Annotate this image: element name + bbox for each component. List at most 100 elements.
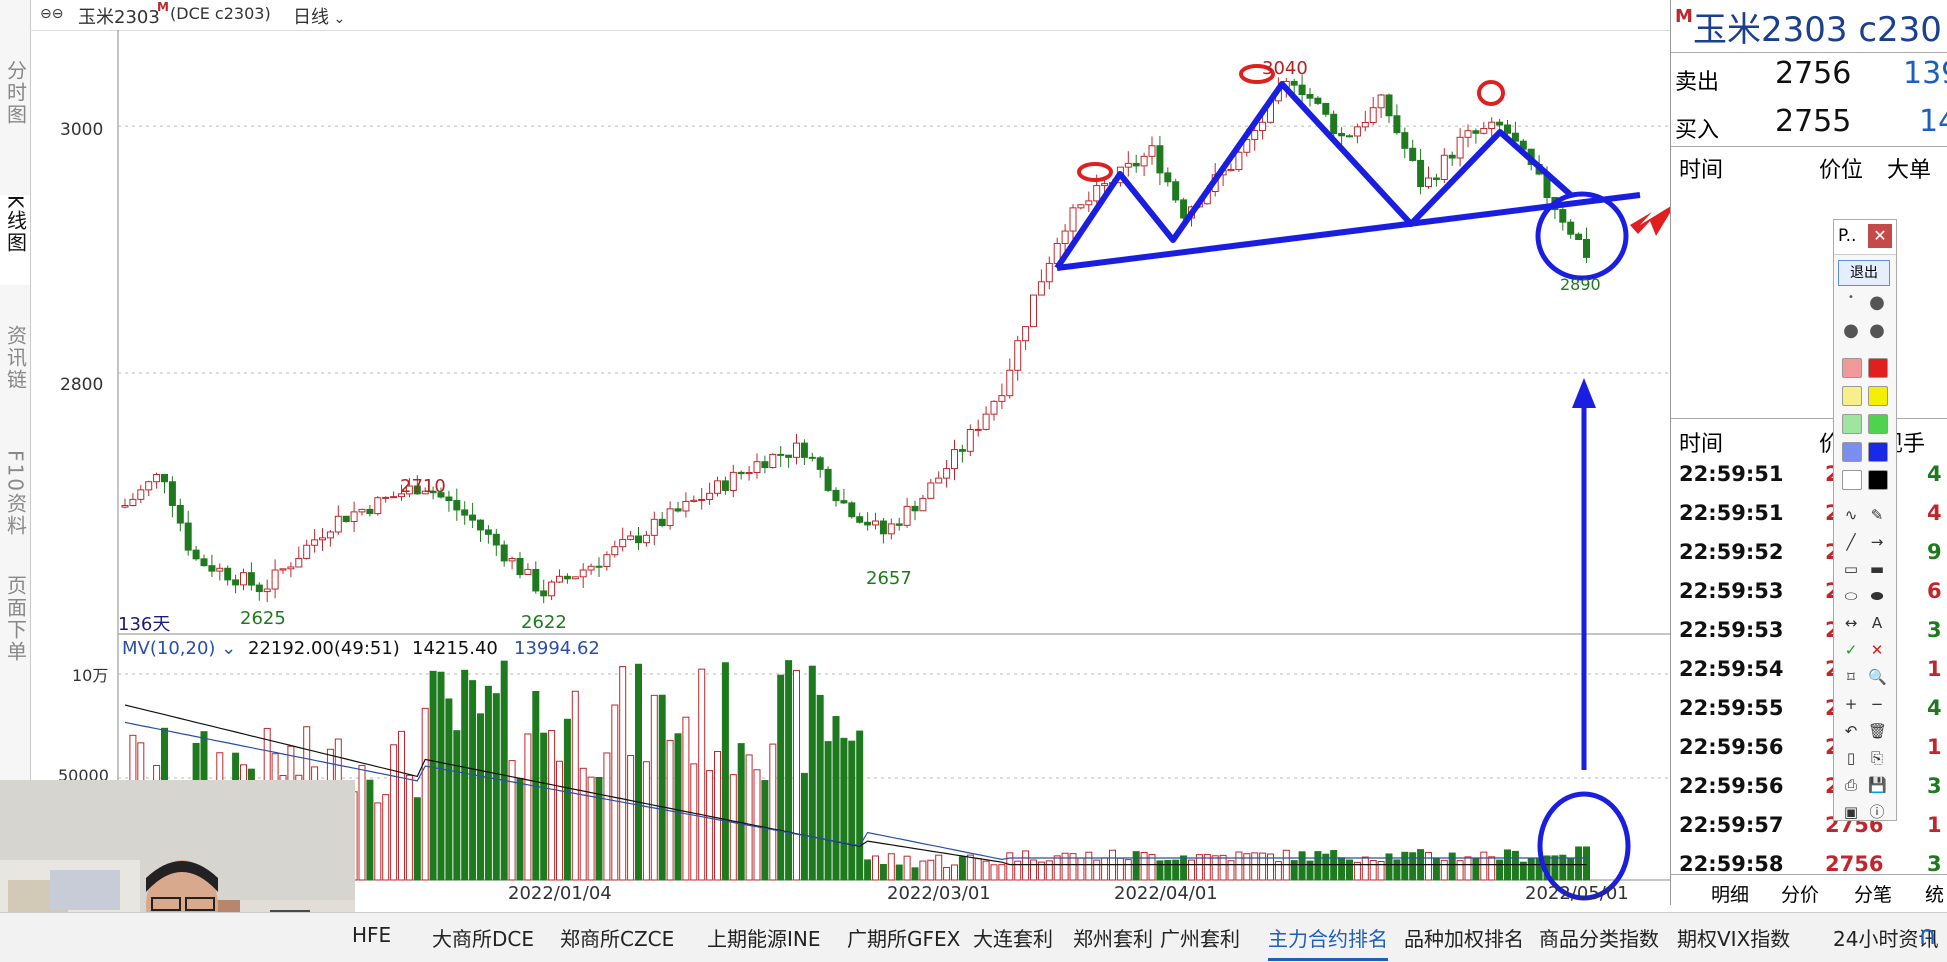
tab-f10[interactable]: F10资料 (0, 450, 30, 550)
candle-body (303, 544, 311, 559)
exchange-tab[interactable]: 24小时资讯 (1833, 927, 1939, 951)
color-swatch[interactable] (1842, 470, 1862, 490)
save-icon[interactable]: 💾 (1868, 776, 1887, 794)
volume-bar (453, 730, 461, 881)
arrow-tool-icon[interactable]: ╱ (1846, 533, 1856, 551)
exchange-tab[interactable]: 上期能源INE (707, 927, 821, 951)
plus-minus-icon[interactable]: + (1844, 695, 1858, 713)
brush-size-icon[interactable]: ● (1869, 320, 1885, 341)
kline-chart[interactable] (0, 0, 1670, 912)
confirm-icon[interactable]: ✓ (1844, 641, 1858, 659)
volume-bar (1140, 851, 1148, 881)
tick-hand: 3 (1927, 852, 1942, 876)
link-icon[interactable]: ⊖⊖ (40, 6, 64, 22)
tab-stats[interactable]: 统 (1925, 884, 1945, 906)
color-swatch[interactable] (1842, 386, 1862, 406)
candle-body (1227, 168, 1235, 172)
volume-bar (587, 776, 595, 881)
tab-time-chart[interactable]: 分时图 (0, 60, 30, 160)
color-swatch[interactable] (1842, 358, 1862, 378)
symbol-title: 玉米2303 (78, 7, 160, 28)
exchange-tab[interactable]: 主力合约排名 (1268, 923, 1388, 961)
pattern-line (1054, 81, 1574, 270)
info-icon[interactable]: ▣ (1843, 803, 1859, 821)
tick-row: 22:59:56271 (1677, 729, 1947, 767)
volume-bar (524, 733, 532, 881)
tab-detail[interactable]: 明细 (1711, 884, 1750, 906)
period-select[interactable]: 日线 ⌄ (293, 3, 345, 29)
brush-size-icon[interactable]: ● (1843, 320, 1859, 341)
exchange-tab[interactable]: 广期所GFEX (847, 927, 961, 951)
brush-size-icon[interactable]: • (1848, 292, 1854, 303)
volume-bar (848, 740, 856, 881)
exchange-tab[interactable]: 大商所DCE (432, 927, 535, 951)
ellipse-tool-icon[interactable]: ⬭ (1844, 587, 1858, 605)
volume-bar (658, 694, 666, 881)
indicator-name[interactable]: MV(10,20) ⌄ (122, 638, 236, 659)
volume-bar (690, 763, 698, 881)
volume-bar (745, 754, 753, 881)
text-tool-icon[interactable]: A (1871, 614, 1883, 632)
rect-tool-icon[interactable]: ▬ (1869, 560, 1885, 578)
candle-body (824, 468, 832, 491)
copy-icon[interactable]: ⎘ (1870, 749, 1883, 767)
volume-bar (1567, 858, 1575, 881)
color-swatch[interactable] (1842, 414, 1862, 434)
tab-news-chain[interactable]: 资讯链 (0, 325, 30, 415)
tab-trades[interactable]: 分笔 (1854, 884, 1893, 906)
color-swatch[interactable] (1868, 386, 1888, 406)
volume-bar (879, 864, 887, 881)
candle-body (1085, 200, 1093, 206)
pen-icon[interactable]: ✎ (1870, 506, 1884, 524)
exchange-tab[interactable]: 品种加权排名 (1404, 927, 1524, 951)
color-swatch[interactable] (1868, 442, 1888, 462)
color-swatch[interactable] (1868, 470, 1888, 490)
exchange-tab[interactable]: 郑商所CZCE (560, 927, 675, 951)
color-swatch[interactable] (1842, 442, 1862, 462)
undo-icon[interactable]: 🗑 (1868, 722, 1888, 740)
candle-body (437, 492, 445, 498)
candle-body (1148, 145, 1156, 157)
exchange-tab[interactable]: 商品分类指数 (1539, 927, 1659, 951)
tab-kline-chart[interactable]: K线图 (0, 195, 30, 285)
close-icon[interactable]: ✕ (1868, 224, 1892, 248)
arrow-tool-icon[interactable]: → (1870, 533, 1884, 551)
confirm-icon[interactable]: ✕ (1870, 641, 1884, 659)
exchange-tab[interactable]: HFE (352, 923, 392, 947)
exchange-tab[interactable]: 大连套利 (973, 927, 1053, 951)
volume-bar (437, 671, 445, 881)
zoom-icon[interactable]: 🔍 (1868, 668, 1887, 686)
tick-row: 22:59:58 2756 3 (1677, 846, 1947, 884)
color-swatch[interactable] (1868, 358, 1888, 378)
tab-order-page[interactable]: 页面下单 (0, 575, 30, 685)
undo-icon[interactable]: ↶ (1844, 722, 1858, 740)
pen-icon[interactable]: ∿ (1844, 506, 1858, 524)
info-icon[interactable]: ⓘ (1869, 803, 1885, 821)
candle-body (168, 481, 176, 506)
exit-button[interactable]: 退出 (1838, 260, 1890, 286)
tab-price-dist[interactable]: 分价 (1781, 884, 1820, 906)
candle-body (382, 496, 390, 499)
volume-bar (1377, 860, 1385, 881)
candle-body (800, 442, 808, 458)
sell-price: 2756 (1775, 56, 1852, 91)
tick-hand: 3 (1927, 774, 1942, 798)
rect-tool-icon[interactable]: ▭ (1843, 560, 1859, 578)
exchange-tab[interactable]: 郑州套利 (1073, 927, 1153, 951)
sell-label: 卖出 (1675, 70, 1720, 95)
exchange-tab[interactable]: 期权VIX指数 (1677, 927, 1791, 951)
ellipse-tool-icon[interactable]: ⬬ (1870, 587, 1884, 605)
copy-icon[interactable]: ▯ (1846, 749, 1856, 767)
text-tool-icon[interactable]: ↔ (1844, 614, 1858, 632)
color-swatch[interactable] (1868, 414, 1888, 434)
exchange-tab[interactable]: 广州套利 (1160, 927, 1240, 951)
candle-body (1353, 126, 1361, 137)
zoom-icon[interactable]: ⌑ (1847, 668, 1855, 686)
tick-time: 22:59:56 (1679, 735, 1784, 759)
plus-minus-icon[interactable]: − (1870, 695, 1884, 713)
brush-size-icon[interactable]: ● (1869, 292, 1885, 313)
headset-icon[interactable]: ∩ (1918, 921, 1938, 951)
candle-body (642, 534, 650, 544)
volume-bar (1322, 853, 1330, 881)
save-icon[interactable]: ⎙ (1844, 776, 1857, 794)
